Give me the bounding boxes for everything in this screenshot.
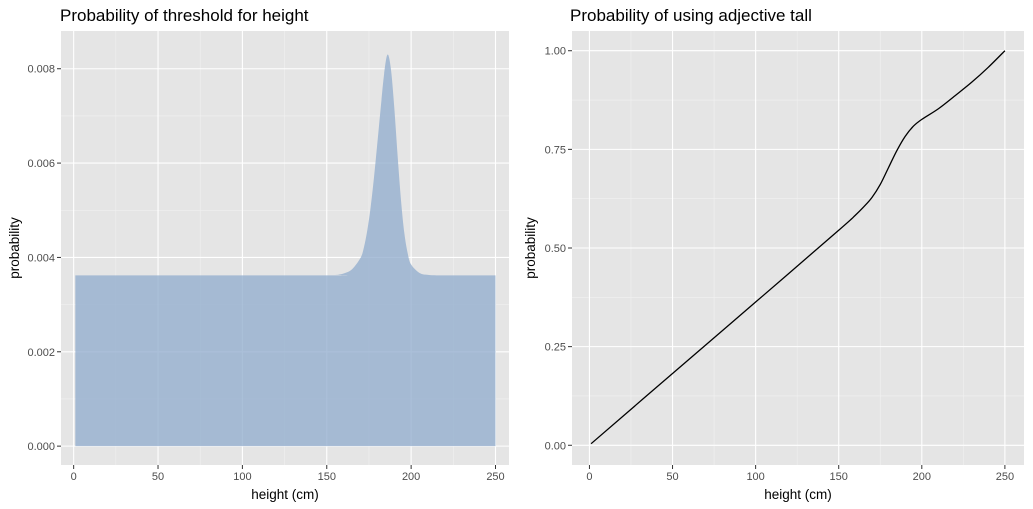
- probability-line: [590, 50, 1006, 445]
- line-series: [590, 50, 1006, 445]
- chart-title: Probability of threshold for height: [60, 6, 309, 25]
- y-axis-title: probability: [7, 217, 22, 279]
- y-tick-label: 0.50: [545, 243, 566, 255]
- y-tick-label: 1.00: [545, 46, 566, 58]
- x-axis-title: height (cm): [251, 487, 319, 502]
- x-tick-label: 0: [71, 471, 77, 483]
- axis-ticks: 0 50 100 150 200 250 0.00 0.25 0.50 0.75 1.00: [545, 46, 1014, 483]
- x-tick-label: 250: [486, 471, 504, 483]
- x-tick-label: 50: [666, 471, 678, 483]
- axis-ticks: 0 50 100 150 200 250 0.000 0.002 0.004 0.006 0.008: [27, 64, 504, 483]
- area-series: [75, 54, 496, 447]
- x-tick-label: 200: [402, 471, 420, 483]
- y-tick-label: 0.75: [545, 144, 566, 156]
- x-tick-label: 150: [830, 471, 848, 483]
- x-axis-title: height (cm): [764, 487, 832, 502]
- y-axis-title: probability: [523, 217, 538, 279]
- y-tick-label: 0.002: [27, 347, 55, 359]
- y-tick-label: 0.25: [545, 342, 566, 354]
- y-tick-label: 0.00: [545, 440, 566, 452]
- y-tick-label: 0.004: [27, 252, 55, 264]
- density-area: [75, 54, 496, 447]
- x-tick-label: 100: [233, 471, 251, 483]
- y-tick-label: 0.008: [27, 64, 55, 76]
- x-tick-label: 100: [746, 471, 764, 483]
- chart-title: Probability of using adjective tall: [570, 6, 812, 25]
- y-tick-label: 0.000: [27, 441, 55, 453]
- x-tick-label: 50: [152, 471, 164, 483]
- chart-adjective-tall: Probability of using adjective tall 0 50 1…: [523, 6, 1024, 502]
- x-tick-label: 0: [586, 471, 592, 483]
- x-tick-label: 250: [996, 471, 1014, 483]
- x-tick-label: 200: [913, 471, 931, 483]
- chart-threshold: Probability of threshold for height 0 50 1…: [7, 6, 509, 502]
- x-tick-label: 150: [318, 471, 336, 483]
- y-tick-label: 0.006: [27, 158, 55, 170]
